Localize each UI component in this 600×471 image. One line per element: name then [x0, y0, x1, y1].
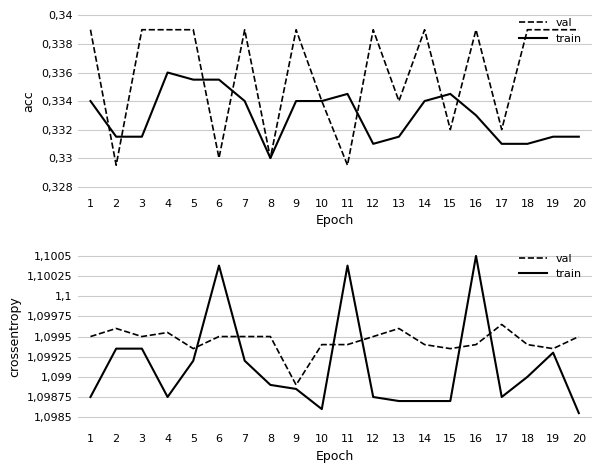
X-axis label: Epoch: Epoch: [316, 450, 354, 463]
train: [550, 350, 557, 356]
val: [370, 334, 377, 340]
train: [498, 141, 505, 146]
val: [87, 334, 94, 340]
val: [87, 27, 94, 32]
val: [550, 27, 557, 32]
train: [370, 394, 377, 400]
train: [498, 394, 505, 400]
val: [113, 162, 120, 168]
Y-axis label: crossentropy: crossentropy: [8, 296, 22, 377]
train: [292, 98, 299, 104]
val: [267, 334, 274, 340]
val: [215, 155, 223, 161]
train: [395, 134, 403, 139]
Legend: val, train: val, train: [514, 14, 586, 49]
val: [447, 346, 454, 351]
val: [395, 325, 403, 331]
train: [524, 141, 531, 146]
val: [421, 27, 428, 32]
Legend: val, train: val, train: [514, 249, 586, 284]
val: [370, 27, 377, 32]
train: [215, 77, 223, 82]
val: [498, 322, 505, 327]
train: [215, 263, 223, 268]
train: [524, 374, 531, 380]
val: [524, 27, 531, 32]
train: [550, 134, 557, 139]
val: [318, 342, 325, 348]
train: [87, 394, 94, 400]
train: [395, 398, 403, 404]
val: [575, 27, 583, 32]
val: [550, 346, 557, 351]
Line: train: train: [91, 256, 579, 413]
val: [138, 334, 145, 340]
train: [421, 98, 428, 104]
train: [267, 382, 274, 388]
train: [575, 410, 583, 416]
train: [575, 134, 583, 139]
train: [241, 98, 248, 104]
val: [498, 127, 505, 132]
Line: val: val: [91, 325, 579, 385]
train: [318, 98, 325, 104]
val: [190, 27, 197, 32]
val: [267, 155, 274, 161]
val: [164, 27, 171, 32]
train: [113, 346, 120, 351]
train: [447, 398, 454, 404]
val: [395, 98, 403, 104]
train: [164, 70, 171, 75]
train: [190, 358, 197, 364]
train: [241, 358, 248, 364]
train: [292, 386, 299, 392]
train: [421, 398, 428, 404]
val: [472, 27, 479, 32]
train: [138, 134, 145, 139]
train: [344, 91, 351, 97]
val: [164, 330, 171, 335]
val: [241, 334, 248, 340]
val: [421, 342, 428, 348]
train: [138, 346, 145, 351]
train: [447, 91, 454, 97]
val: [292, 382, 299, 388]
Line: train: train: [91, 73, 579, 158]
val: [344, 342, 351, 348]
val: [447, 127, 454, 132]
train: [318, 406, 325, 412]
val: [524, 342, 531, 348]
train: [472, 253, 479, 259]
train: [267, 155, 274, 161]
Line: val: val: [91, 30, 579, 165]
val: [318, 98, 325, 104]
val: [215, 334, 223, 340]
train: [370, 141, 377, 146]
train: [344, 263, 351, 268]
val: [344, 162, 351, 168]
val: [292, 27, 299, 32]
val: [113, 325, 120, 331]
X-axis label: Epoch: Epoch: [316, 214, 354, 227]
Y-axis label: acc: acc: [22, 90, 35, 112]
val: [472, 342, 479, 348]
val: [138, 27, 145, 32]
train: [113, 134, 120, 139]
val: [190, 346, 197, 351]
train: [472, 113, 479, 118]
val: [241, 27, 248, 32]
train: [164, 394, 171, 400]
val: [575, 334, 583, 340]
train: [87, 98, 94, 104]
train: [190, 77, 197, 82]
